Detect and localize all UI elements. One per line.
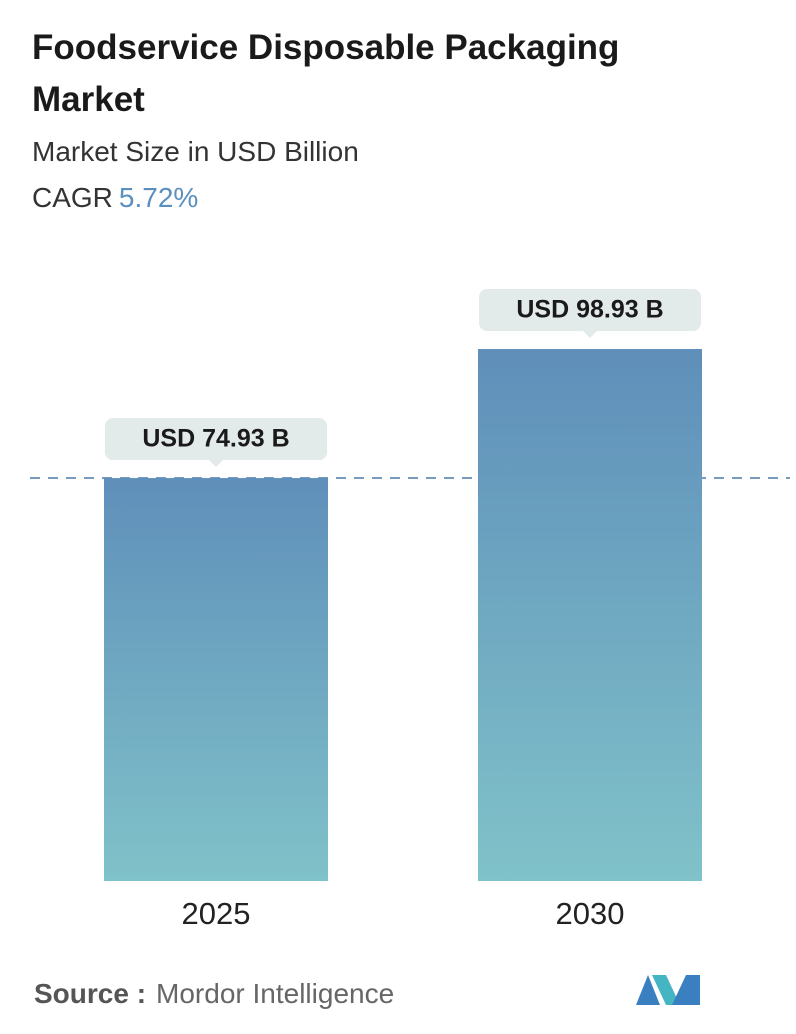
source-name: Mordor Intelligence xyxy=(156,978,395,1009)
cagr-value: 5.72% xyxy=(118,182,199,213)
cagr-label: CAGR xyxy=(32,182,113,213)
value-label-pointer xyxy=(582,330,598,338)
cagr: CAGR 5.72% xyxy=(32,182,732,214)
x-tick-label: 2025 xyxy=(182,896,251,931)
source: Source : Mordor Intelligence xyxy=(34,978,394,1010)
header: Foodservice Disposable Packaging Market … xyxy=(32,22,732,214)
logo xyxy=(636,975,700,1005)
value-label: USD 74.93 B xyxy=(142,425,289,453)
chart-subtitle: Market Size in USD Billion xyxy=(32,136,359,167)
bar xyxy=(478,349,702,881)
bar xyxy=(104,478,328,881)
value-label: USD 98.93 B xyxy=(516,296,663,324)
source-label: Source : xyxy=(34,978,147,1009)
value-label-box xyxy=(479,289,701,331)
x-tick-label: 2030 xyxy=(556,896,625,931)
value-label-pointer xyxy=(208,459,224,468)
value-label-box xyxy=(105,418,327,461)
chart-title: Foodservice Disposable Packaging Market xyxy=(32,28,620,119)
